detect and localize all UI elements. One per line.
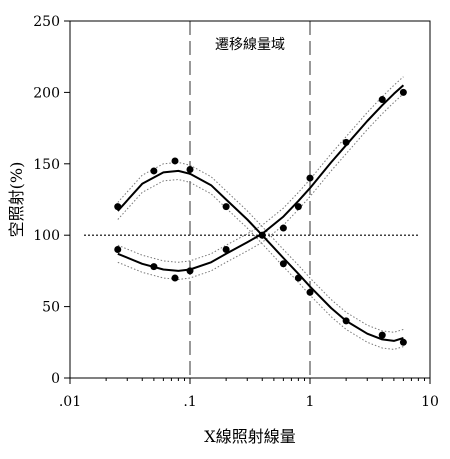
data-point — [186, 166, 194, 174]
confidence-band-layer — [117, 76, 404, 350]
x-tick-label: 1 — [306, 394, 315, 410]
data-point — [171, 274, 179, 282]
data-point — [399, 338, 407, 346]
y-tick-label: 100 — [33, 228, 60, 244]
x-tick-label: .1 — [183, 394, 196, 410]
data-point — [114, 203, 122, 211]
data-point — [306, 288, 314, 296]
data-point-layer — [114, 88, 407, 346]
data-point — [150, 167, 158, 175]
y-tick-label: 150 — [33, 157, 60, 173]
data-point — [279, 260, 287, 268]
plot-frame — [69, 20, 431, 379]
y-axis-label: 空照射(%) — [7, 162, 26, 238]
data-point — [399, 88, 407, 96]
data-point — [279, 224, 287, 232]
tick-layer: 0 50 100 150 200 250 .01 .1 1 10 — [33, 14, 439, 410]
x-tick-label: .01 — [59, 394, 81, 410]
data-point — [306, 174, 314, 182]
region-layer — [84, 21, 418, 378]
confidence-band-1-lower — [117, 178, 404, 350]
x-axis-label: X線照射線量 — [204, 427, 295, 446]
x-tick-label: 10 — [421, 394, 439, 410]
y-tick-label: 50 — [42, 300, 60, 316]
confidence-band-1-upper — [117, 161, 404, 333]
data-point — [222, 245, 230, 253]
region-label: 遷移線量域 — [215, 37, 285, 53]
data-point — [186, 267, 194, 275]
y-tick-label: 0 — [51, 371, 60, 387]
confidence-band-2-lower — [117, 93, 404, 281]
data-point — [114, 245, 122, 253]
data-point — [342, 317, 350, 325]
fit-curve-1 — [117, 169, 404, 342]
data-point — [258, 231, 266, 239]
data-point — [222, 203, 230, 211]
data-point — [150, 263, 158, 271]
y-tick-label: 250 — [33, 14, 60, 30]
data-point — [294, 274, 302, 282]
y-tick-label: 200 — [33, 85, 60, 101]
fit-curve-2 — [117, 84, 405, 272]
data-point — [342, 138, 350, 146]
confidence-band-2-upper — [117, 76, 404, 263]
data-point — [378, 331, 386, 339]
data-point — [294, 203, 302, 211]
fit-curve-layer — [117, 84, 405, 342]
data-point — [378, 96, 386, 104]
data-point — [171, 157, 179, 165]
